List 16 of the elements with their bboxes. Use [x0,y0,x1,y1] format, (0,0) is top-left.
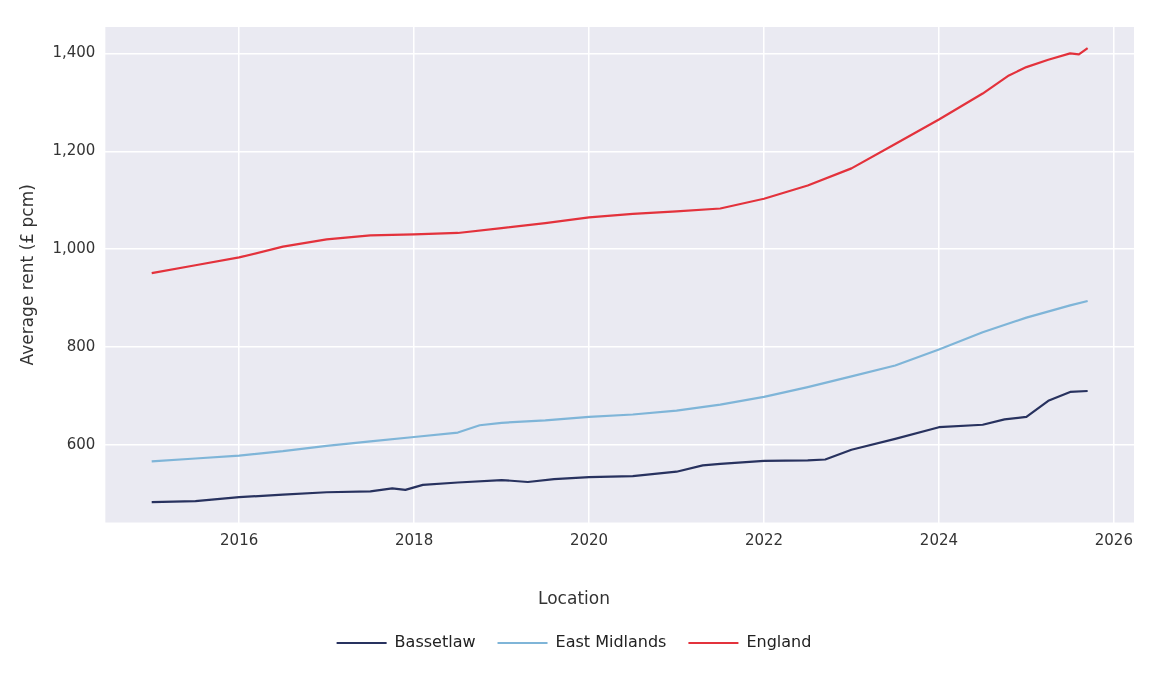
y-axis-title: Average rent (£ pcm) [16,184,37,366]
x-tick-label: 2016 [220,531,259,550]
legend-title: Location [538,587,610,608]
x-tick-label: 2018 [395,531,434,550]
x-tick-label: 2024 [919,531,959,550]
x-tick-label: 2022 [744,531,784,550]
y-tick-label: 800 [66,336,96,355]
y-tick-label: 1,000 [52,239,96,258]
legend-label: England [746,632,812,652]
y-tick-label: 1,200 [52,141,96,160]
legend-label: Bassetlaw [394,632,476,652]
legend-label: East Midlands [555,632,667,652]
x-tick-label: 2026 [1094,531,1133,550]
y-tick-label: 1,400 [52,43,96,62]
x-tick-label: 2020 [569,531,609,550]
y-tick-label: 600 [66,434,96,453]
